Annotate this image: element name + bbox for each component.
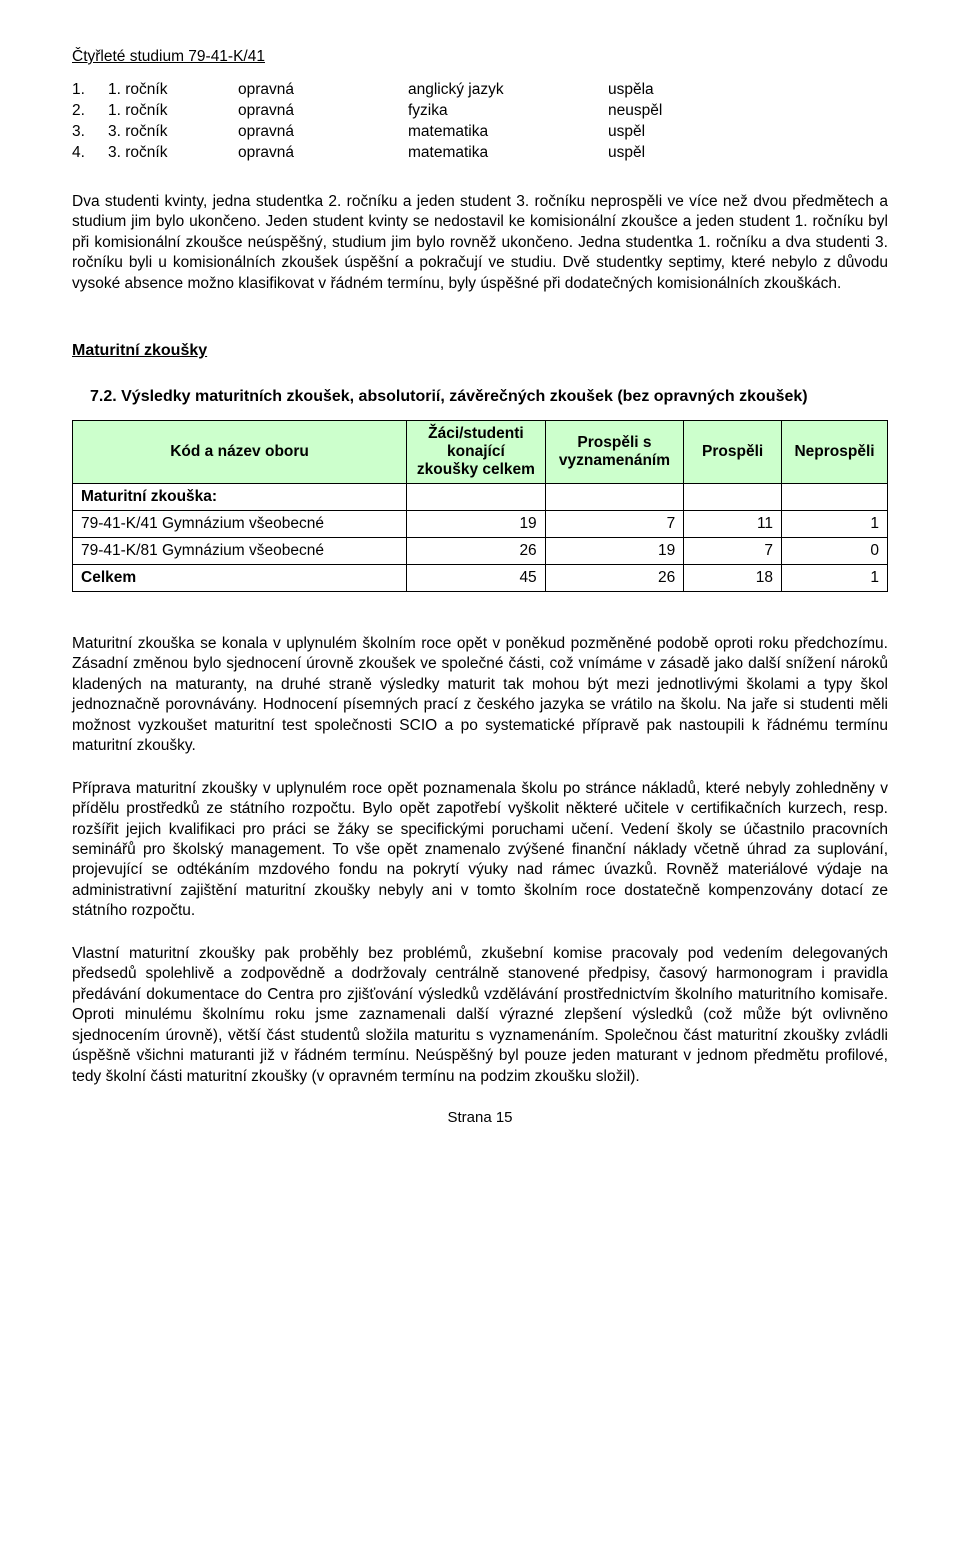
exam-row-type: opravná	[238, 101, 408, 122]
cell-distinction: 7	[545, 510, 684, 537]
table-row-total: Celkem4526181	[73, 564, 888, 591]
exam-row-type: opravná	[238, 80, 408, 101]
exam-row-subject: fyzika	[408, 101, 608, 122]
cell-total-students: 19	[407, 510, 546, 537]
cell-total-label: Celkem	[73, 564, 407, 591]
exam-row-year: 3. ročník	[108, 143, 238, 164]
exam-row: 4.3. ročníkopravnámatematikauspěl	[72, 143, 888, 164]
document-page: Čtyřleté studium 79-41-K/41 1.1. ročníko…	[0, 0, 960, 1166]
cell-label: 79-41-K/41 Gymnázium všeobecné	[73, 510, 407, 537]
paragraph-2: Maturitní zkouška se konala v uplynulém …	[72, 634, 888, 757]
cell-failed: 0	[782, 537, 888, 564]
col-header-neprospeli: Neprospěli	[782, 420, 888, 483]
exam-row-result: uspěla	[608, 80, 654, 101]
exam-row-subject: anglický jazyk	[408, 80, 608, 101]
table-row: 79-41-K/81 Gymnázium všeobecné261970	[73, 537, 888, 564]
cell-total-failed: 1	[782, 564, 888, 591]
paragraph-4: Vlastní maturitní zkoušky pak proběhly b…	[72, 944, 888, 1087]
table-row-mat-label: Maturitní zkouška:	[73, 483, 888, 510]
cell-passed: 7	[684, 537, 782, 564]
cell-label: 79-41-K/81 Gymnázium všeobecné	[73, 537, 407, 564]
col-header-vyznamenani: Prospěli s vyznamenáním	[545, 420, 684, 483]
study-program-heading: Čtyřleté studium 79-41-K/41	[72, 48, 888, 66]
exam-row-result: uspěl	[608, 122, 645, 143]
cell-empty	[407, 483, 546, 510]
exam-row-year: 1. ročník	[108, 80, 238, 101]
cell-total-students: 26	[407, 537, 546, 564]
exam-row-number: 1.	[72, 80, 108, 101]
cell-mat-label: Maturitní zkouška:	[73, 483, 407, 510]
col-header-prospeli: Prospěli	[684, 420, 782, 483]
results-table: Kód a název oboru Žáci/studenti konající…	[72, 420, 888, 592]
remedial-exam-list: 1.1. ročníkopravnáanglický jazykuspěla2.…	[72, 80, 888, 164]
exam-row-type: opravná	[238, 143, 408, 164]
table-header-row: Kód a název oboru Žáci/studenti konající…	[73, 420, 888, 483]
exam-row-year: 1. ročník	[108, 101, 238, 122]
cell-passed: 11	[684, 510, 782, 537]
exam-row-number: 4.	[72, 143, 108, 164]
col-header-konajici: Žáci/studenti konající zkoušky celkem	[407, 420, 546, 483]
cell-empty	[782, 483, 888, 510]
exam-row-subject: matematika	[408, 122, 608, 143]
exam-row-number: 3.	[72, 122, 108, 143]
table-row: 79-41-K/41 Gymnázium všeobecné197111	[73, 510, 888, 537]
exam-row-year: 3. ročník	[108, 122, 238, 143]
exam-row-type: opravná	[238, 122, 408, 143]
cell-total-students: 45	[407, 564, 546, 591]
heading-maturitni-zkousky: Maturitní zkoušky	[72, 342, 888, 360]
heading-7-2: 7.2. Výsledky maturitních zkoušek, absol…	[90, 388, 888, 406]
exam-row-result: neuspěl	[608, 101, 662, 122]
exam-row: 1.1. ročníkopravnáanglický jazykuspěla	[72, 80, 888, 101]
exam-row-number: 2.	[72, 101, 108, 122]
page-footer: Strana 15	[72, 1109, 888, 1126]
col-header-kod: Kód a název oboru	[73, 420, 407, 483]
exam-row: 3.3. ročníkopravnámatematikauspěl	[72, 122, 888, 143]
cell-total-passed: 18	[684, 564, 782, 591]
paragraph-3: Příprava maturitní zkoušky v uplynulém r…	[72, 779, 888, 922]
cell-failed: 1	[782, 510, 888, 537]
paragraph-summary-1: Dva studenti kvinty, jedna studentka 2. …	[72, 192, 888, 294]
exam-row-subject: matematika	[408, 143, 608, 164]
cell-distinction: 19	[545, 537, 684, 564]
cell-total-distinction: 26	[545, 564, 684, 591]
exam-row: 2.1. ročníkopravnáfyzikaneuspěl	[72, 101, 888, 122]
exam-row-result: uspěl	[608, 143, 645, 164]
cell-empty	[545, 483, 684, 510]
cell-empty	[684, 483, 782, 510]
